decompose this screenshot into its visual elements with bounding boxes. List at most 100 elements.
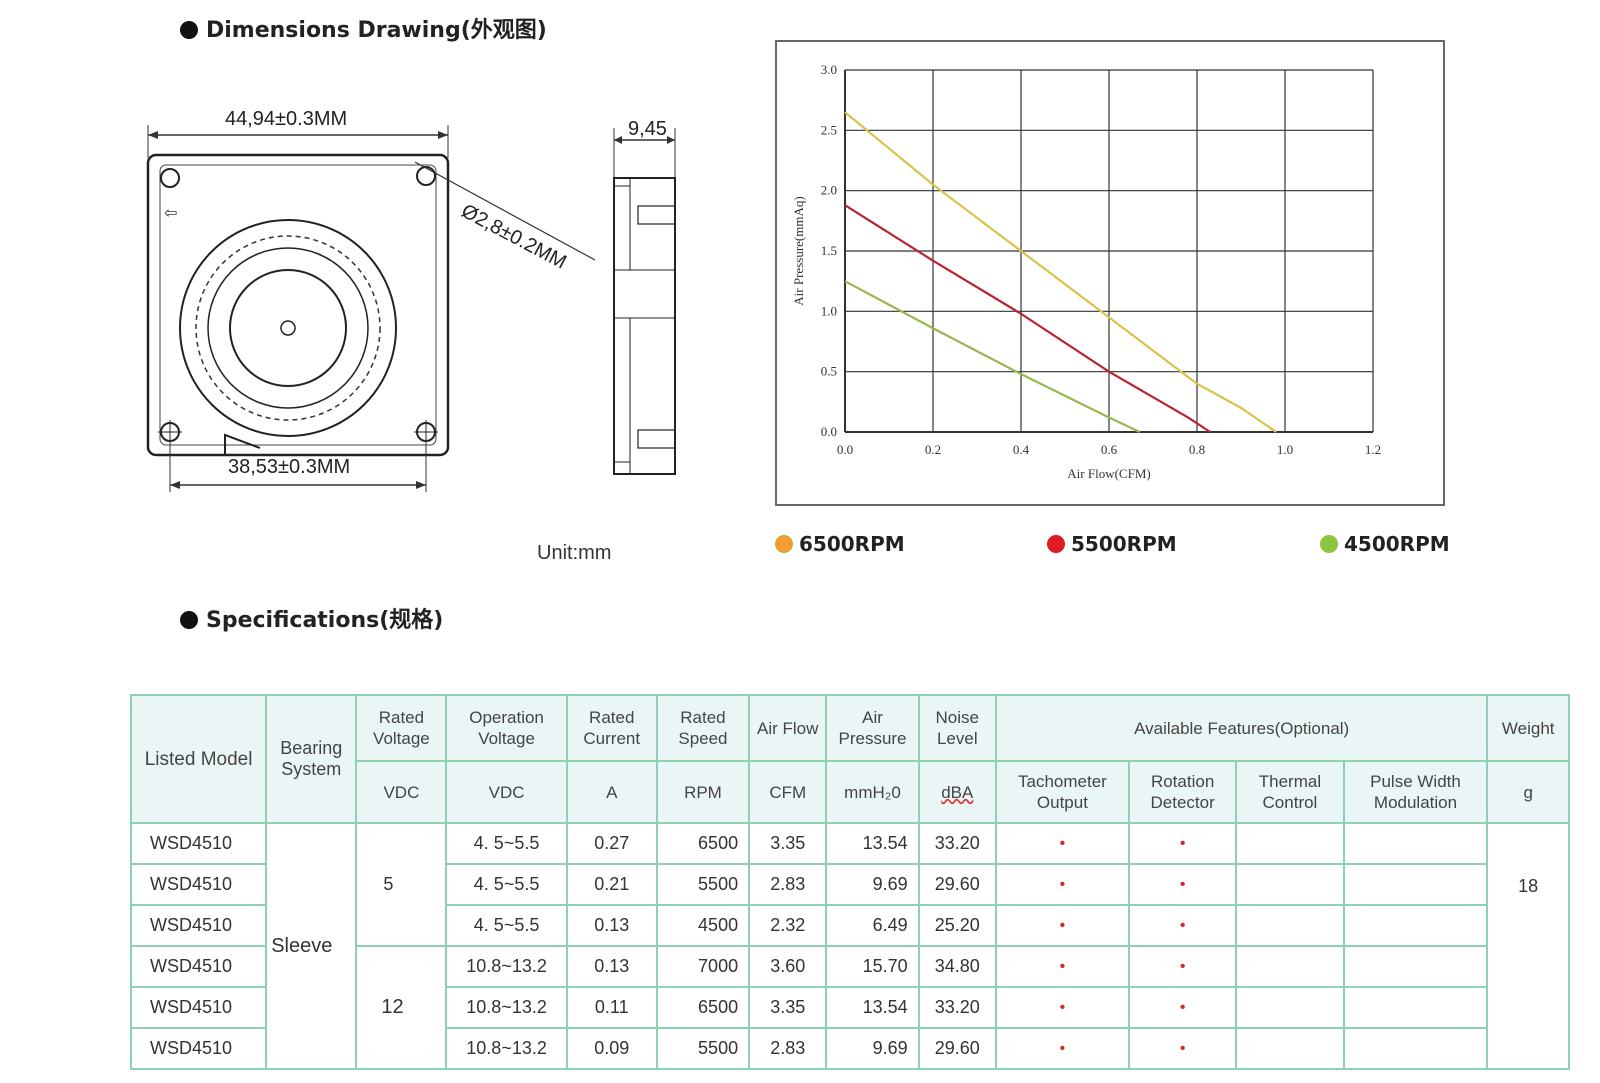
current-cell: 0.21 [565, 863, 658, 906]
header-noise-level: Noise Level [917, 694, 997, 762]
specifications-title-text: Specifications(规格) [206, 608, 444, 633]
y-tick-label: 0.0 [821, 424, 837, 439]
bullet-icon [180, 21, 198, 39]
op-voltage-cell: 10.8~13.2 [445, 986, 568, 1029]
flow-cell: 2.83 [748, 1027, 828, 1070]
header-bearing-system: Bearing System [265, 694, 358, 824]
tachometer-dot-icon: • [994, 822, 1130, 865]
model-cell: WSD4510 [129, 945, 268, 988]
current-cell: 0.27 [565, 822, 658, 865]
model-cell: WSD4510 [129, 904, 268, 947]
pressure-cell: 9.69 [825, 863, 920, 906]
fan-side-drawing [613, 128, 676, 475]
series-line-5500RPM [844, 204, 1211, 433]
speed-cell: 6500 [655, 822, 751, 865]
legend-dot-orange [775, 535, 793, 553]
legend-item-5500: 5500RPM [1047, 532, 1177, 556]
header-air-flow: Air Flow [748, 694, 828, 762]
x-tick-label: 0.4 [1013, 442, 1030, 457]
y-tick-label: 3.0 [821, 62, 837, 77]
flow-cell: 2.83 [748, 863, 828, 906]
legend-item-6500: 6500RPM [775, 532, 905, 556]
legend-dot-green [1320, 535, 1338, 553]
series-line-6500RPM [844, 111, 1277, 433]
pq-chart: 0.0 0.2 0.4 0.6 0.8 1.0 1.2 0.0 0.5 1.0 1.5 2.0 2.5 3… [791, 62, 1381, 481]
thermal-cell [1235, 904, 1345, 947]
table-row: WSD4510 Sleeve 5 4. 5~5.5 0.27 6500 3.35… [129, 822, 1570, 1070]
tachometer-dot-icon: • [994, 904, 1130, 947]
legend-label: 6500RPM [799, 532, 905, 556]
unit-weight: g [1486, 760, 1570, 824]
header-rotation-detector: Rotation Detector [1127, 760, 1238, 824]
hole-spacing-label: 38,53±0.3MM [228, 456, 351, 478]
x-axis-label: Air Flow(CFM) [1067, 466, 1150, 481]
op-voltage-cell: 10.8~13.2 [445, 1027, 568, 1070]
weight-cell: 18 [1486, 822, 1570, 1070]
flow-cell: 3.35 [748, 822, 828, 865]
pwm-cell [1342, 1027, 1489, 1070]
header-listed-model: Listed Model [129, 694, 268, 824]
thermal-cell [1235, 863, 1345, 906]
header-pwm: Pulse Width Modulation [1342, 760, 1489, 824]
y-tick-label: 2.5 [821, 122, 837, 137]
model-cell: WSD4510 [129, 1027, 268, 1070]
x-tick-label: 1.2 [1365, 442, 1381, 457]
unit-air-flow: CFM [748, 760, 828, 824]
speed-cell: 5500 [655, 863, 751, 906]
pressure-cell: 6.49 [825, 904, 920, 947]
svg-text:⇦: ⇦ [164, 203, 177, 222]
thermal-cell [1235, 1027, 1345, 1070]
noise-cell: 33.20 [917, 986, 997, 1029]
unit-noise-level: dBA [917, 760, 997, 824]
specifications-table: Listed Model Bearing System Rated Voltag… [129, 694, 1570, 1070]
unit-label: Unit:mm [537, 542, 612, 564]
rotation-dot-icon: • [1127, 863, 1238, 906]
rotation-dot-icon: • [1127, 822, 1238, 865]
y-tick-label: 2.0 [821, 183, 837, 198]
current-cell: 0.13 [565, 904, 658, 947]
header-air-pressure: Air Pressure [825, 694, 920, 762]
header-rated-voltage: Rated Voltage [355, 694, 448, 762]
pwm-cell [1342, 904, 1489, 947]
op-voltage-cell: 4. 5~5.5 [445, 863, 568, 906]
tachometer-dot-icon: • [994, 863, 1130, 906]
table-row: WSD4510 12 10.8~13.2 0.13 7000 3.60 15.7… [129, 945, 1569, 1070]
header-available-features: Available Features(Optional) [994, 694, 1489, 762]
noise-cell: 29.60 [917, 863, 997, 906]
header-rated-speed: Rated Speed [655, 694, 751, 762]
pressure-cell: 13.54 [825, 986, 920, 1029]
tachometer-dot-icon: • [994, 945, 1130, 988]
rated-voltage-12-cell: 12 [355, 945, 448, 1070]
dimensions-title-text: Dimensions Drawing(外观图) [206, 18, 547, 43]
thermal-cell [1235, 822, 1345, 865]
rated-voltage-5-cell: 5 [355, 822, 448, 947]
tachometer-dot-icon: • [994, 986, 1130, 1029]
op-voltage-cell: 4. 5~5.5 [445, 822, 568, 865]
unit-rated-speed: RPM [655, 760, 751, 824]
op-voltage-cell: 4. 5~5.5 [445, 904, 568, 947]
header-rated-current: Rated Current [565, 694, 658, 762]
header-weight: Weight [1486, 694, 1570, 762]
table-row: WSD4510 4. 5~5.5 0.13 4500 2.32 6.49 25.… [129, 904, 1569, 947]
model-cell: WSD4510 [129, 863, 268, 906]
pressure-cell: 9.69 [825, 1027, 920, 1070]
flow-cell: 2.32 [748, 904, 828, 947]
y-tick-label: 1.5 [821, 243, 837, 258]
current-cell: 0.13 [565, 945, 658, 988]
y-tick-label: 0.5 [821, 364, 837, 379]
x-tick-label: 1.0 [1277, 442, 1293, 457]
noise-cell: 34.80 [917, 945, 997, 988]
unit-air-pressure: mmH₂0 [825, 760, 920, 824]
flow-cell: 3.60 [748, 945, 828, 988]
unit-rated-current: A [565, 760, 658, 824]
x-tick-label: 0.6 [1101, 442, 1118, 457]
pq-chart-frame: 0.0 0.2 0.4 0.6 0.8 1.0 1.2 0.0 0.5 1.0 1.5 2.0 2.5 3… [775, 40, 1445, 506]
specifications-title: Specifications(规格) [180, 602, 443, 634]
current-cell: 0.11 [565, 986, 658, 1029]
rotation-dot-icon: • [1127, 1027, 1238, 1070]
pwm-cell [1342, 863, 1489, 906]
legend-label: 4500RPM [1344, 532, 1450, 556]
unit-operation-voltage: VDC [445, 760, 568, 824]
table-row: WSD4510 4. 5~5.5 0.21 5500 2.83 9.69 29.… [129, 863, 1569, 906]
current-cell: 0.09 [565, 1027, 658, 1070]
